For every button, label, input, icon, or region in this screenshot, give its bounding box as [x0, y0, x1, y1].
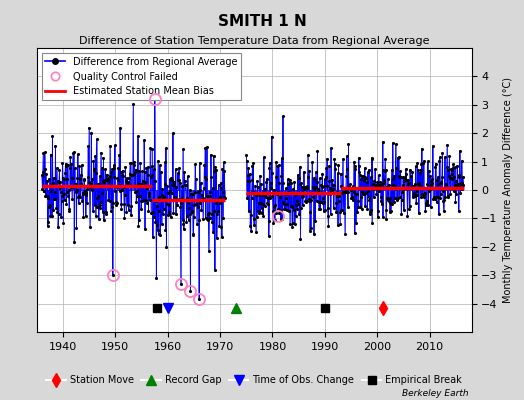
Text: SMITH 1 N: SMITH 1 N — [217, 14, 307, 29]
Title: Difference of Station Temperature Data from Regional Average: Difference of Station Temperature Data f… — [79, 36, 429, 46]
Legend: Difference from Regional Average, Quality Control Failed, Estimated Station Mean: Difference from Regional Average, Qualit… — [41, 53, 241, 100]
Text: Berkeley Earth: Berkeley Earth — [402, 389, 469, 398]
Legend: Station Move, Record Gap, Time of Obs. Change, Empirical Break: Station Move, Record Gap, Time of Obs. C… — [43, 372, 465, 388]
Y-axis label: Monthly Temperature Anomaly Difference (°C): Monthly Temperature Anomaly Difference (… — [504, 77, 514, 303]
